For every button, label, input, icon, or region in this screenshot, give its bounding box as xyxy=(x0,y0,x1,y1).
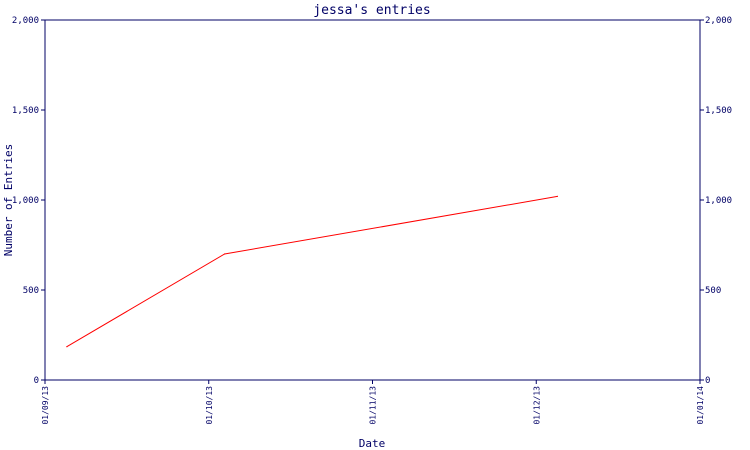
y-axis-left: 0 500 1,000 1,500 2,000 xyxy=(12,16,45,386)
data-point xyxy=(223,253,226,255)
plot-frame xyxy=(44,19,701,381)
y-tick-label-left: 1,000 xyxy=(12,196,39,206)
y-tick-label-right: 500 xyxy=(705,286,721,296)
data-point xyxy=(556,195,558,197)
series-line xyxy=(66,195,558,348)
y-axis-right: 0 500 1,000 1,500 2,000 xyxy=(700,16,732,386)
x-tick-label: 01/01/14 xyxy=(696,386,705,425)
chart-title: jessa's entries xyxy=(313,3,430,18)
x-tick-label: 01/12/13 xyxy=(532,386,541,425)
y-tick-label-right: 0 xyxy=(705,376,710,386)
y-tick-label-right: 2,000 xyxy=(705,16,732,26)
y-axis-label: Number of Entries xyxy=(2,144,15,257)
x-tick-label: 01/10/13 xyxy=(205,386,214,425)
series-layer xyxy=(66,195,558,348)
y-tick-label-right: 1,500 xyxy=(705,106,732,116)
x-tick-label: 01/11/13 xyxy=(369,386,378,425)
data-point xyxy=(66,346,68,348)
x-tick-label: 01/09/13 xyxy=(41,386,50,425)
y-tick-label-left: 0 xyxy=(34,376,39,386)
y-tick-label-left: 2,000 xyxy=(12,16,39,26)
x-axis-label: Date xyxy=(359,437,386,450)
x-axis: 01/09/13 01/10/13 01/11/13 01/12/13 01/01/14 xyxy=(41,380,705,425)
y-tick-label-right: 1,000 xyxy=(705,196,732,206)
y-tick-label-left: 1,500 xyxy=(12,106,39,116)
y-tick-label-left: 500 xyxy=(23,286,39,296)
